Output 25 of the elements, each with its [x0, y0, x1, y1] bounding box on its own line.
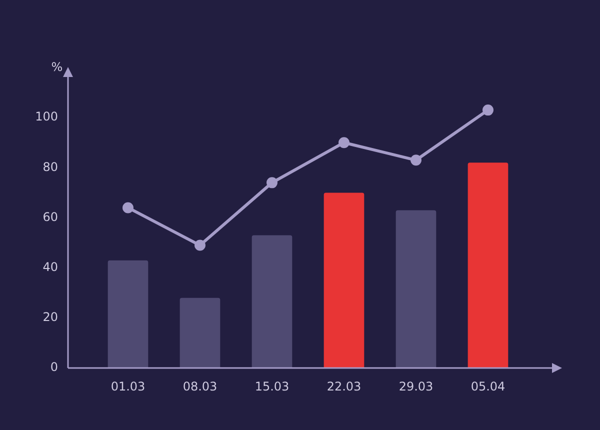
x-tick-label: 29.03 [398, 379, 434, 394]
y-tick-label: 40 [42, 260, 58, 274]
point [410, 154, 422, 166]
point [338, 137, 350, 148]
bar [180, 298, 220, 368]
point [122, 202, 134, 214]
point [194, 240, 206, 251]
y-axis-title: % [51, 60, 63, 74]
y-tick-label: 60 [42, 210, 58, 224]
y-tick-label: 80 [42, 160, 58, 174]
bar [252, 235, 292, 368]
x-tick-label: 15.03 [254, 379, 290, 394]
bar [396, 210, 436, 368]
bar [108, 260, 148, 368]
x-tick-label: 08.03 [182, 379, 218, 394]
bar [324, 192, 364, 368]
bar [468, 162, 508, 368]
point [266, 177, 278, 188]
x-tick-label: 05.04 [470, 379, 506, 394]
point [482, 104, 494, 116]
x-tick-label: 01.03 [110, 379, 146, 394]
y-tick-label: 100 [35, 110, 58, 124]
y-tick-label: 0 [50, 360, 58, 374]
y-tick-label: 20 [42, 310, 58, 324]
x-tick-label: 22.03 [326, 379, 362, 394]
